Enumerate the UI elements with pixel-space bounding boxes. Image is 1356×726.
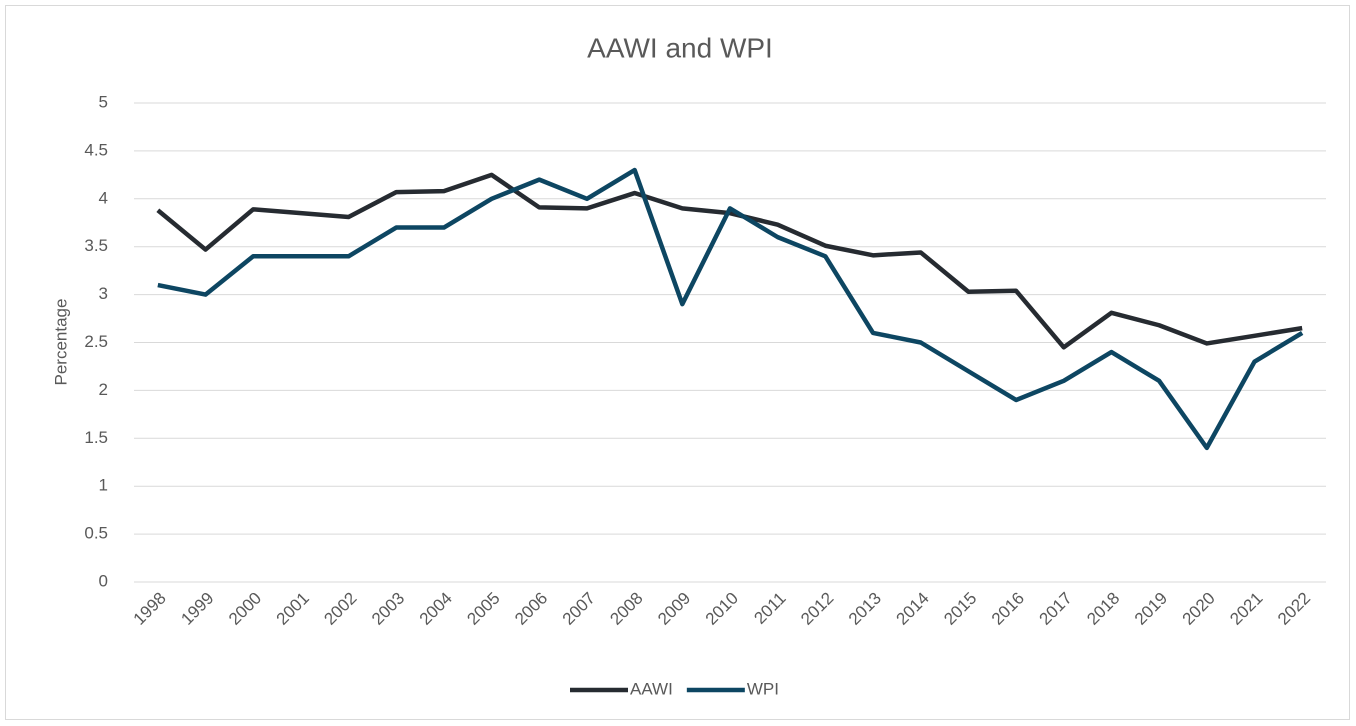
y-tick-label: 4.5 <box>84 140 108 159</box>
y-tick-label: 0.5 <box>84 524 108 543</box>
y-tick-label: 3.5 <box>84 236 108 255</box>
y-tick-label: 3 <box>99 284 108 303</box>
y-tick-label: 0 <box>99 571 108 590</box>
chart-title: AAWI and WPI <box>587 32 773 63</box>
line-series <box>157 167 1304 451</box>
y-axis-title: Percentage <box>51 299 70 386</box>
legend-label: AAWI <box>630 679 673 698</box>
y-tick-label: 1.5 <box>84 428 108 447</box>
y-tick-label: 4 <box>99 188 108 207</box>
y-tick-label: 2.5 <box>84 332 108 351</box>
y-tick-label: 1 <box>99 476 108 495</box>
y-tick-label: 2 <box>99 380 108 399</box>
legend-label: WPI <box>747 679 779 698</box>
y-tick-label: 5 <box>99 92 108 111</box>
